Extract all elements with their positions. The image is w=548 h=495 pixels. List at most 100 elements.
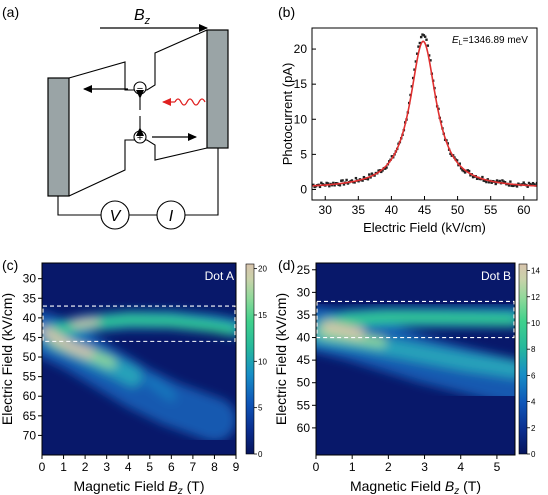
x-tick-label: 45	[418, 203, 432, 217]
panel-c-label: (c)	[2, 257, 18, 273]
y-tick-label: 0	[300, 182, 307, 196]
data-point	[471, 175, 475, 179]
x-tick-label: 4	[125, 460, 132, 474]
data-point	[490, 181, 493, 184]
highlight-box	[42, 305, 236, 342]
data-point	[529, 183, 532, 186]
data-point	[517, 182, 520, 185]
annotation-subscript: L	[459, 40, 463, 47]
y-tick-label: 40	[297, 331, 311, 345]
x-tick-label: 3	[421, 460, 428, 474]
y-tick-label: 55	[23, 370, 37, 384]
y-tick-label: 60	[23, 389, 37, 403]
scatter-series	[312, 33, 537, 189]
y-axis-label: Electric Field (kV/cm)	[273, 293, 289, 425]
data-point	[341, 179, 344, 182]
data-point	[507, 184, 511, 187]
data-point	[385, 166, 388, 169]
x-tick-label: 1	[60, 460, 67, 474]
data-point	[522, 181, 525, 184]
data-point	[415, 52, 419, 55]
x-label-text: Magnetic Field	[350, 478, 445, 494]
data-point	[526, 185, 529, 188]
data-point	[478, 177, 481, 181]
highlight-box	[316, 300, 515, 339]
voltmeter	[100, 200, 130, 230]
data-point	[312, 183, 315, 187]
data-point	[357, 180, 360, 183]
colorbar-tick-label: 5	[258, 404, 263, 413]
colorbar-tick-label: 10	[258, 357, 267, 366]
y-axis-label: Electric Field (kV/cm)	[0, 293, 15, 425]
data-point	[461, 168, 464, 172]
colorbar	[245, 263, 255, 455]
x-tick-label: 55	[484, 203, 498, 217]
fit-line	[312, 40, 537, 187]
data-point	[333, 184, 336, 187]
left-electrode	[47, 77, 70, 197]
panel-a-label: (a)	[2, 4, 19, 20]
data-point	[511, 184, 515, 188]
heatmap-signal	[316, 305, 515, 406]
data-point	[340, 179, 343, 182]
dot-label: Dot B	[481, 269, 511, 283]
data-point	[350, 179, 354, 182]
x-axis-label: Electric Field (kV/cm)	[363, 220, 486, 235]
data-point	[515, 185, 519, 188]
data-point	[458, 162, 461, 165]
band-diagram	[68, 29, 208, 197]
data-point	[362, 175, 366, 179]
data-point	[354, 176, 358, 180]
data-point	[482, 179, 485, 182]
y-tick-label: 45	[23, 330, 37, 344]
x-tick-label: 7	[190, 460, 197, 474]
data-point	[328, 184, 331, 188]
colorbar-tick-label: 14	[531, 267, 540, 276]
signal-band	[321, 321, 365, 338]
voltmeter-label: V	[110, 208, 122, 225]
x-label-var: B	[168, 478, 177, 494]
data-point	[457, 163, 460, 167]
x-label-text: Magnetic Field	[73, 478, 168, 494]
data-point	[326, 182, 330, 185]
x-tick-label: 2	[82, 460, 89, 474]
data-point	[421, 33, 424, 36]
colorbar-tick-label: 6	[531, 371, 536, 380]
data-point	[320, 181, 323, 185]
data-point	[384, 167, 387, 170]
colorbar-tick-label: 10	[531, 319, 540, 328]
data-point	[494, 182, 497, 186]
colorbar-tick-label: 0	[258, 450, 263, 459]
x-axis-label: Magnetic Field Bz (T)	[350, 478, 481, 495]
x-label-sub: z	[453, 486, 459, 495]
y-tick-label: 60	[297, 421, 311, 435]
data-point	[353, 181, 356, 184]
right-electrode	[206, 29, 229, 149]
data-point	[450, 154, 453, 157]
data-point	[321, 182, 324, 186]
data-point	[418, 41, 422, 45]
x-tick-label: 5	[146, 460, 153, 474]
heatmap-frame	[315, 262, 516, 456]
circuit-wires	[57, 148, 219, 216]
x-tick-label: 40	[385, 203, 399, 217]
data-point	[370, 172, 374, 175]
y-tick-label: 15	[294, 77, 308, 91]
y-tick-label: 25	[297, 263, 311, 277]
data-point	[463, 171, 467, 174]
x-label-unit: (T)	[183, 478, 205, 494]
y-tick-label: 45	[297, 353, 311, 367]
x-tick-label: 4	[457, 460, 464, 474]
x-tick-label: 2	[385, 460, 392, 474]
y-tick-label: 35	[297, 308, 311, 322]
panel-a: (a) Bz − + V I	[2, 4, 229, 230]
signal-band	[144, 375, 177, 402]
colorbar	[518, 263, 528, 455]
data-point	[427, 54, 431, 57]
x-tick-label: 50	[451, 203, 465, 217]
y-tick-label: 65	[23, 409, 37, 423]
colorbar-tick-label: 4	[531, 398, 536, 407]
data-point	[475, 177, 479, 181]
data-point	[411, 76, 415, 80]
heatmap-frame	[41, 262, 237, 456]
